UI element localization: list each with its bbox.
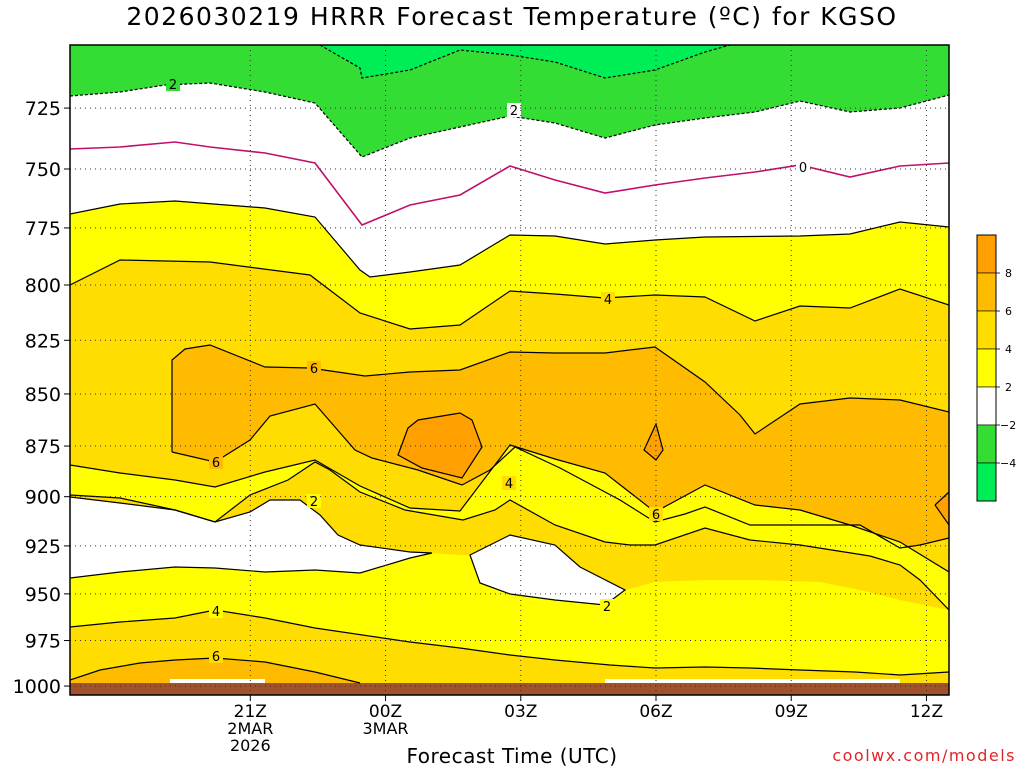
contour-4-near-surface <box>70 609 949 676</box>
band-neg4-neg2 <box>70 45 949 157</box>
colorbar-label: −4 <box>1000 457 1016 470</box>
surface-highlight <box>170 679 265 683</box>
contour-2-upper <box>70 200 949 278</box>
colorbar-label: 2 <box>1005 381 1012 394</box>
x-tick-label: 2026 <box>230 736 271 755</box>
colorbar-swatch <box>976 234 997 274</box>
colorbar-label: 4 <box>1005 343 1012 356</box>
y-tick-label: 800 <box>25 275 61 297</box>
contour-6-mid <box>171 344 949 452</box>
contour-label: 2 <box>510 104 518 119</box>
plot-frame <box>69 44 950 696</box>
contour-8-core-c <box>934 491 949 526</box>
contour-label: 2 <box>310 495 318 510</box>
contour-fill-layer <box>70 45 949 695</box>
surface-band <box>70 683 949 695</box>
contour-4-upper <box>70 259 949 330</box>
contour-6-lower <box>171 403 949 549</box>
y-tick-label: 900 <box>25 487 61 509</box>
band-8-10-core-a <box>398 413 482 478</box>
band-6-8-near-surface <box>70 658 360 683</box>
x-tick-label: 3MAR <box>363 719 409 738</box>
contour-label: 2 <box>169 78 177 93</box>
y-tick-label: 725 <box>25 98 61 120</box>
contour-2-lower <box>70 496 433 579</box>
band-8-10-core-c <box>935 492 949 525</box>
band-neg6-neg4 <box>320 45 730 78</box>
y-tick-label: 950 <box>25 584 61 606</box>
colorbar: 8 6 4 2 −2 −4 <box>976 234 1016 502</box>
colorbar-swatch <box>976 272 997 312</box>
x-tick-label: 03Z <box>504 702 537 722</box>
credit-link[interactable]: coolwx.com/models <box>832 746 1016 765</box>
y-tick-label: 850 <box>25 384 61 406</box>
colorbar-label: 6 <box>1005 305 1012 318</box>
x-tick-label: 21Z <box>234 702 267 722</box>
contour-8-core-a <box>397 412 483 479</box>
y-tick-label: 875 <box>25 436 61 458</box>
grid-layer <box>70 45 949 695</box>
colorbar-label: 8 <box>1005 267 1012 280</box>
band-2-4-near-surface <box>70 553 949 675</box>
colorbar-swatch <box>976 462 997 502</box>
band-neg2-2-pocket <box>470 535 625 605</box>
x-tick-label: 00Z <box>369 702 402 722</box>
contour-4-lower <box>70 444 949 573</box>
contour-label: 6 <box>212 650 220 665</box>
chart-title: 2026030219 HRRR Forecast Temperature (ºC… <box>126 2 898 31</box>
x-axis-title: Forecast Time (UTC) <box>406 744 618 768</box>
y-tick-label: 1000 <box>13 676 61 698</box>
surface-highlight <box>605 679 900 683</box>
colorbar-swatch <box>976 386 997 426</box>
contour-8-core-b <box>643 422 664 461</box>
y-tick-label: 975 <box>25 631 61 653</box>
contour-label: 6 <box>212 456 220 471</box>
contour-label: 0 <box>799 161 807 176</box>
colorbar-swatch <box>976 348 997 388</box>
contour-neg2-dashed <box>70 82 949 158</box>
y-tick-label: 925 <box>25 536 61 558</box>
contour-label: 4 <box>505 477 513 492</box>
y-tick-label: 825 <box>25 330 61 352</box>
contour-label: 2 <box>603 600 611 615</box>
contour-label: 4 <box>604 293 612 308</box>
contour-label: 6 <box>310 362 318 377</box>
colorbar-label: −2 <box>1000 419 1016 432</box>
contour-2-pocket <box>469 534 627 606</box>
colorbar-swatch <box>976 424 997 464</box>
contour-neg4-dashed <box>319 45 731 79</box>
y-tick-label: 775 <box>25 218 61 240</box>
colorbar-frame <box>976 234 997 502</box>
x-tick-label: 12Z <box>910 702 943 722</box>
band-4-6-near-surface <box>70 610 949 685</box>
x-tick-label: 06Z <box>639 702 672 722</box>
x-tick-label: 2MAR <box>227 719 273 738</box>
band-neg2-2-lower <box>70 497 432 578</box>
y-tick-label: 750 <box>25 159 61 181</box>
contour-6-near-surface <box>70 657 361 684</box>
contour-label: 4 <box>212 605 220 620</box>
x-tick-label: 09Z <box>775 702 808 722</box>
y-axis: 725 750 775 800 825 850 875 900 925 950 975 1000 <box>13 98 70 698</box>
colorbar-swatch <box>976 310 997 350</box>
contour-4-lower-b <box>70 461 949 611</box>
